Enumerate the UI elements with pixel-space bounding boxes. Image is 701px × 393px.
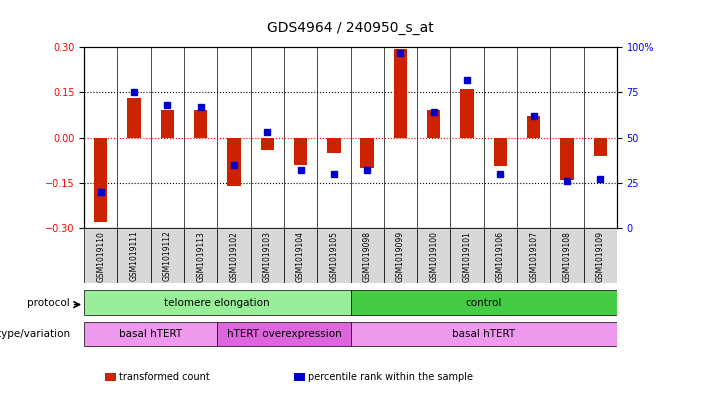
FancyBboxPatch shape <box>350 228 384 283</box>
Text: telomere elongation: telomere elongation <box>165 298 270 308</box>
Text: basal hTERT: basal hTERT <box>119 329 182 339</box>
FancyBboxPatch shape <box>317 228 350 283</box>
FancyBboxPatch shape <box>151 228 184 283</box>
FancyBboxPatch shape <box>450 228 484 283</box>
FancyBboxPatch shape <box>184 228 217 283</box>
Bar <box>461 89 474 138</box>
Bar <box>94 138 107 222</box>
Text: GSM1019108: GSM1019108 <box>562 231 571 281</box>
Bar <box>560 138 573 180</box>
FancyBboxPatch shape <box>583 228 617 283</box>
Text: GSM1019103: GSM1019103 <box>263 231 272 282</box>
Text: transformed count: transformed count <box>119 372 210 382</box>
Bar <box>427 110 440 138</box>
FancyBboxPatch shape <box>384 228 417 283</box>
Text: basal hTERT: basal hTERT <box>452 329 515 339</box>
FancyBboxPatch shape <box>84 321 217 347</box>
Bar <box>594 138 607 156</box>
Bar <box>294 138 307 165</box>
Bar <box>261 138 274 150</box>
FancyBboxPatch shape <box>484 228 517 283</box>
FancyBboxPatch shape <box>217 321 350 347</box>
Text: GSM1019107: GSM1019107 <box>529 231 538 282</box>
Text: GDS4964 / 240950_s_at: GDS4964 / 240950_s_at <box>267 20 434 35</box>
Text: GSM1019112: GSM1019112 <box>163 231 172 281</box>
Text: GSM1019109: GSM1019109 <box>596 231 605 282</box>
FancyBboxPatch shape <box>417 228 450 283</box>
Text: GSM1019113: GSM1019113 <box>196 231 205 281</box>
FancyBboxPatch shape <box>251 228 284 283</box>
Bar <box>394 49 407 138</box>
Bar <box>327 138 341 152</box>
Bar <box>227 138 240 186</box>
Text: GSM1019101: GSM1019101 <box>463 231 472 281</box>
FancyBboxPatch shape <box>517 228 550 283</box>
Text: GSM1019106: GSM1019106 <box>496 231 505 282</box>
FancyBboxPatch shape <box>550 228 583 283</box>
Bar <box>360 138 374 168</box>
Text: GSM1019098: GSM1019098 <box>362 231 372 282</box>
FancyBboxPatch shape <box>217 228 251 283</box>
Bar <box>194 110 207 138</box>
FancyBboxPatch shape <box>84 290 350 315</box>
Text: GSM1019099: GSM1019099 <box>396 231 405 282</box>
Text: GSM1019102: GSM1019102 <box>229 231 238 281</box>
Text: control: control <box>465 298 502 308</box>
Bar <box>527 116 540 138</box>
Text: hTERT overexpression: hTERT overexpression <box>226 329 341 339</box>
FancyBboxPatch shape <box>284 228 317 283</box>
Text: GSM1019104: GSM1019104 <box>296 231 305 282</box>
Text: GSM1019100: GSM1019100 <box>429 231 438 282</box>
Text: GSM1019110: GSM1019110 <box>96 231 105 281</box>
FancyBboxPatch shape <box>84 228 117 283</box>
FancyBboxPatch shape <box>350 321 617 347</box>
Text: GSM1019111: GSM1019111 <box>130 231 139 281</box>
Bar <box>161 110 174 138</box>
Bar <box>494 138 507 166</box>
FancyBboxPatch shape <box>350 290 617 315</box>
Text: protocol: protocol <box>27 298 70 308</box>
Text: GSM1019105: GSM1019105 <box>329 231 339 282</box>
Text: genotype/variation: genotype/variation <box>0 329 70 339</box>
Bar <box>128 98 141 138</box>
Text: percentile rank within the sample: percentile rank within the sample <box>308 372 473 382</box>
FancyBboxPatch shape <box>117 228 151 283</box>
